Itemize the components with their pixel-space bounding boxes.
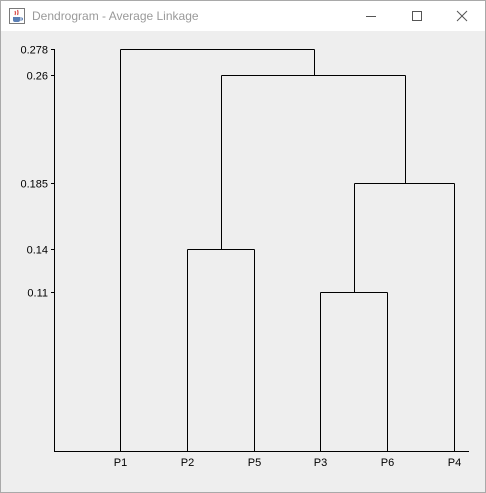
leaf-label: P2 [181,457,194,469]
y-tick-label: 0.278 [20,45,48,57]
dendrogram-chart: 0.278 0.26 0.185 0.14 0.11 P1 P2 P5 P3 P6 P4 [20,45,469,469]
leaf-label: P6 [381,457,394,469]
minimize-button[interactable] [348,1,394,31]
java-cup-icon [9,8,25,24]
y-tick-label: 0.185 [20,179,48,191]
window-title: Dendrogram - Average Linkage [32,9,199,23]
leaf-label: P5 [248,457,261,469]
leaf-label: P3 [314,457,327,469]
close-icon [456,10,468,22]
dendrogram-panel: 0.278 0.26 0.185 0.14 0.11 P1 P2 P5 P3 P6 P4 [1,31,485,492]
leaf-label: P4 [448,457,461,469]
title-bar[interactable]: Dendrogram - Average Linkage [1,1,485,31]
maximize-icon [412,11,422,21]
close-button[interactable] [439,1,485,31]
maximize-button[interactable] [394,1,440,31]
y-tick-label: 0.11 [27,288,48,300]
y-tick-label: 0.26 [27,71,48,83]
y-tick-label: 0.14 [27,245,48,257]
minimize-icon [366,16,376,17]
leaf-label: P1 [114,457,127,469]
